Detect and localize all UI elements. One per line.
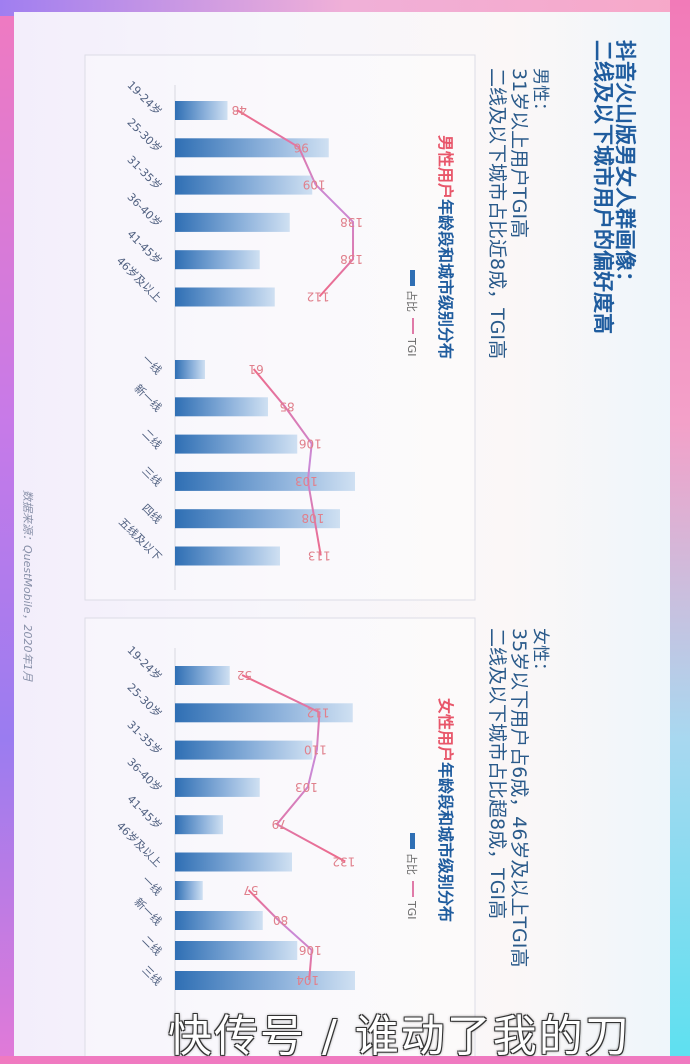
title-line-2: 二线及以下城市用户的偏好度高	[591, 40, 615, 334]
share-bar	[175, 509, 340, 529]
chart-title-highlight: 男性用户	[436, 135, 455, 199]
share-bar	[175, 941, 298, 960]
chart-panel	[84, 617, 476, 1056]
tgi-value-label: 132	[332, 855, 355, 869]
tgi-line	[247, 889, 313, 981]
share-bar	[175, 175, 313, 195]
tgi-line	[241, 674, 346, 863]
tgi-line	[236, 109, 355, 298]
male-chart: 男性用户年龄段和城市级别分布占比TGI19-24岁25-30岁31-35岁36-…	[84, 54, 476, 601]
tgi-value-label: 80	[273, 913, 288, 927]
share-bar	[175, 212, 290, 232]
share-bar	[175, 777, 260, 797]
share-bar	[175, 397, 268, 417]
tgi-value-label: 85	[279, 399, 294, 413]
legend-tgi-label: TGI	[405, 337, 418, 357]
share-bar	[175, 666, 230, 685]
share-bar	[175, 852, 292, 872]
chart-title-rest: 年龄段和城市级别分布	[436, 199, 455, 359]
chart-title: 男性用户年龄段和城市级别分布	[436, 135, 455, 359]
title-line-1: 抖音火山版男女人群画像：	[613, 40, 637, 292]
share-bar	[175, 703, 353, 723]
chart-title-rest: 年龄段和城市级别分布	[436, 762, 455, 922]
tgi-value-label: 61	[248, 362, 263, 376]
tgi-value-label: 108	[301, 511, 324, 525]
share-bar	[175, 815, 223, 835]
tgi-value-label: 104	[296, 973, 319, 987]
share-bar	[175, 434, 298, 454]
tgi-value-label: 138	[340, 215, 363, 229]
watermark: 快传号 / 谁动了我的刀	[168, 1011, 631, 1062]
tgi-value-label: 103	[295, 474, 318, 488]
male-point-2: 二线及以下城市占比近8成，TGI高	[486, 68, 508, 359]
tgi-value-label: 106	[299, 943, 322, 957]
share-bar	[175, 471, 355, 491]
female-point-1: 35岁以下用户占6成，46岁及以上TGI高	[508, 628, 530, 967]
tgi-line	[252, 368, 322, 556]
share-bar	[175, 101, 228, 120]
legend-share-label: 占比	[405, 290, 419, 312]
female-label: 女性：	[530, 628, 550, 679]
tgi-value-label: 103	[295, 780, 318, 794]
share-bar	[175, 546, 280, 566]
tgi-value-label: 106	[299, 437, 322, 451]
female-point-2: 二线及以下城市占比超8成，TGI高	[486, 628, 508, 919]
tgi-value-label: 57	[243, 883, 258, 897]
legend-share-swatch	[410, 270, 415, 286]
legend-share-swatch	[410, 833, 415, 849]
tgi-value-label: 112	[307, 705, 330, 719]
share-bar	[175, 911, 263, 930]
source-note: 数据来源：QuestMobile，2020年1月	[21, 490, 34, 683]
right-border	[670, 0, 690, 1056]
tgi-value-label: 52	[237, 668, 252, 682]
tgi-value-label: 112	[307, 290, 330, 304]
tgi-value-label: 110	[304, 743, 327, 757]
tgi-value-label: 109	[303, 178, 326, 192]
share-bar	[175, 881, 203, 900]
tgi-value-label: 113	[308, 549, 331, 563]
tgi-value-label: 96	[294, 140, 309, 154]
chart-title-highlight: 女性用户	[436, 698, 455, 762]
male-point-1: 31岁以上用户TGI高	[508, 68, 530, 238]
tgi-value-label: 138	[340, 252, 363, 266]
tgi-value-label: 48	[232, 103, 247, 117]
chart-title: 女性用户年龄段和城市级别分布	[436, 698, 455, 922]
share-bar	[175, 360, 205, 379]
tgi-value-label: 79	[272, 817, 287, 831]
infographic-card	[14, 12, 676, 1056]
legend-tgi-label: TGI	[405, 900, 418, 920]
female-chart: 女性用户年龄段和城市级别分布占比TGI19-24岁25-30岁31-35岁36-…	[84, 617, 476, 1056]
male-label: 男性：	[530, 68, 550, 119]
share-bar	[175, 250, 260, 270]
share-bar	[175, 287, 275, 307]
share-bar	[175, 971, 355, 990]
share-bar	[175, 740, 313, 760]
legend-share-label: 占比	[405, 853, 419, 875]
